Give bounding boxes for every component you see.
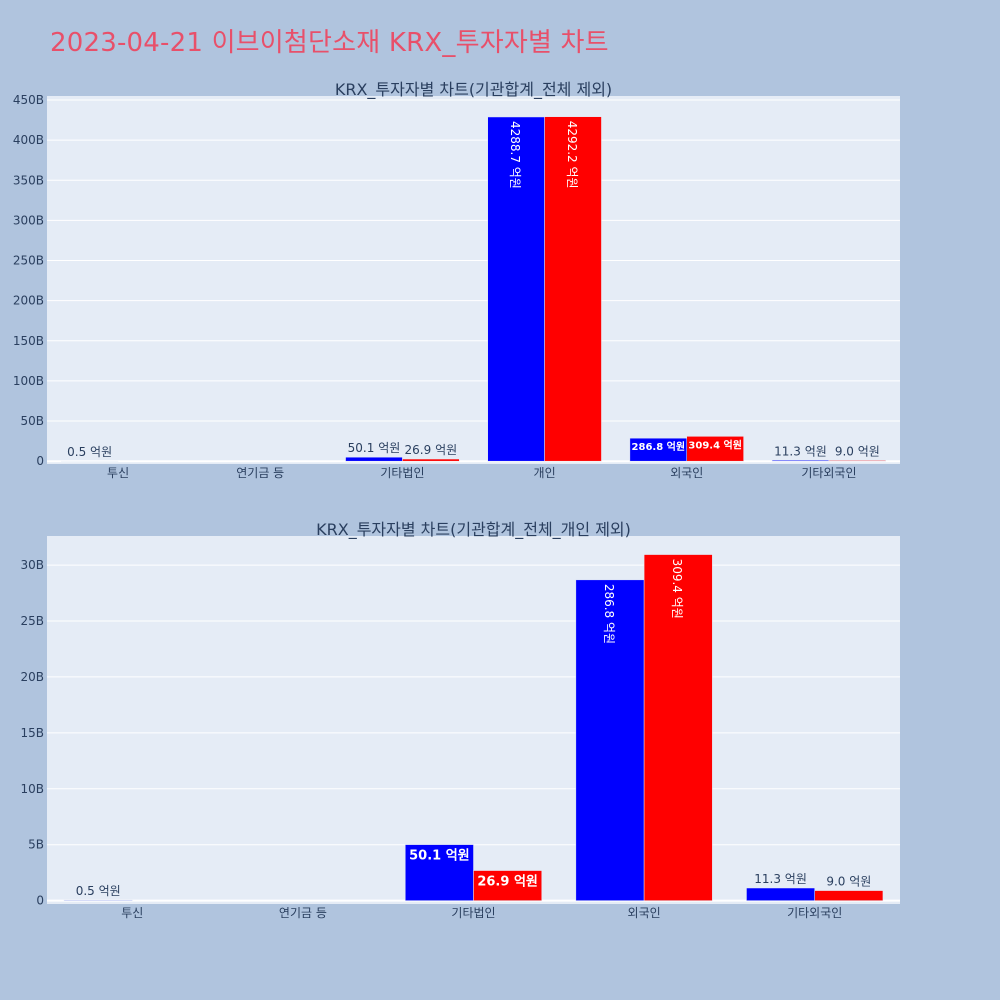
- y-tick-label: 400B: [13, 133, 44, 147]
- bar-label: 9.0 억원: [835, 444, 880, 458]
- bar: [814, 890, 884, 901]
- y-tick-label: 250B: [13, 254, 44, 268]
- y-tick-label: 350B: [13, 173, 44, 187]
- subplot-title: KRX_투자자별 차트(기관합계_전체_개인 제외): [316, 520, 631, 540]
- x-tick-label: 외국인: [628, 906, 661, 920]
- bar-label: 50.1 억원: [409, 849, 470, 864]
- x-tick-label: 투신: [121, 906, 143, 920]
- bar-label: 26.9 억원: [405, 443, 458, 457]
- x-tick-label: 기타법인: [451, 906, 495, 920]
- bar: [405, 844, 474, 901]
- bar-label: 0.5 억원: [76, 884, 121, 898]
- bar: [828, 460, 887, 462]
- bar-label: 309.4 억원: [670, 559, 684, 619]
- x-tick-label: 개인: [534, 466, 556, 480]
- plot-area: [47, 536, 900, 904]
- bar-label: 4292.2 억원: [565, 121, 579, 189]
- plot-area: [47, 96, 900, 464]
- x-tick-label: 기타외국인: [787, 906, 842, 920]
- bar: [487, 116, 545, 462]
- bar-label: 286.8 억원: [632, 440, 686, 453]
- subplot-title: KRX_투자자별 차트(기관합계_전체 제외): [335, 80, 612, 100]
- bar: [402, 458, 460, 462]
- bar: [544, 116, 602, 462]
- bar-label: 11.3 억원: [754, 872, 807, 886]
- bar-label: 4288.7 억원: [508, 121, 522, 189]
- y-tick-label: 0: [36, 454, 44, 468]
- y-tick-label: 25B: [20, 614, 44, 628]
- y-tick-label: 20B: [20, 670, 44, 684]
- bar: [63, 899, 133, 901]
- x-tick-label: 기타법인: [380, 466, 424, 480]
- x-tick-label: 투신: [107, 466, 129, 480]
- bar: [746, 887, 815, 901]
- bar: [575, 579, 645, 901]
- bar: [771, 460, 830, 462]
- y-tick-label: 5B: [28, 838, 44, 852]
- y-tick-label: 10B: [20, 782, 44, 796]
- bar: [686, 436, 744, 462]
- x-tick-label: 연기금 등: [236, 466, 284, 480]
- bar-label: 50.1 억원: [348, 441, 401, 455]
- y-tick-label: 150B: [13, 334, 44, 348]
- x-tick-label: 외국인: [670, 466, 703, 480]
- bar-label: 0.5 억원: [67, 445, 112, 459]
- bar-label: 11.3 억원: [774, 444, 827, 458]
- chart-bottom: 0 5B 10B 15B 20B 25B 30B KRX_투자자별 차트(기관합계_전체_개인…: [20, 520, 900, 920]
- chart-top: 0 50B 100B 150B 200B 250B 300B 350B 400B 450B KRX_…: [13, 80, 900, 480]
- y-tick-label: 200B: [13, 294, 44, 308]
- y-tick-label: 300B: [13, 213, 44, 227]
- page-title: 2023-04-21 이브이첨단소재 KRX_투자자별 차트: [50, 28, 609, 58]
- bar: [643, 554, 713, 901]
- y-tick-label: 100B: [13, 374, 44, 388]
- bar: [345, 456, 403, 462]
- x-tick-label: 연기금 등: [279, 906, 327, 920]
- y-tick-label: 450B: [13, 93, 44, 107]
- y-tick-label: 15B: [20, 726, 44, 740]
- bar-label: 286.8 억원: [602, 584, 616, 644]
- bar-label: 9.0 억원: [826, 875, 871, 889]
- y-tick-label: 30B: [20, 558, 44, 572]
- bar-label: 309.4 억원: [688, 438, 742, 451]
- x-tick-label: 기타외국인: [801, 466, 856, 480]
- bar: [473, 870, 542, 901]
- y-tick-label: 0: [36, 894, 44, 908]
- y-tick-label: 50B: [20, 414, 44, 428]
- bar-label: 26.9 억원: [477, 875, 538, 890]
